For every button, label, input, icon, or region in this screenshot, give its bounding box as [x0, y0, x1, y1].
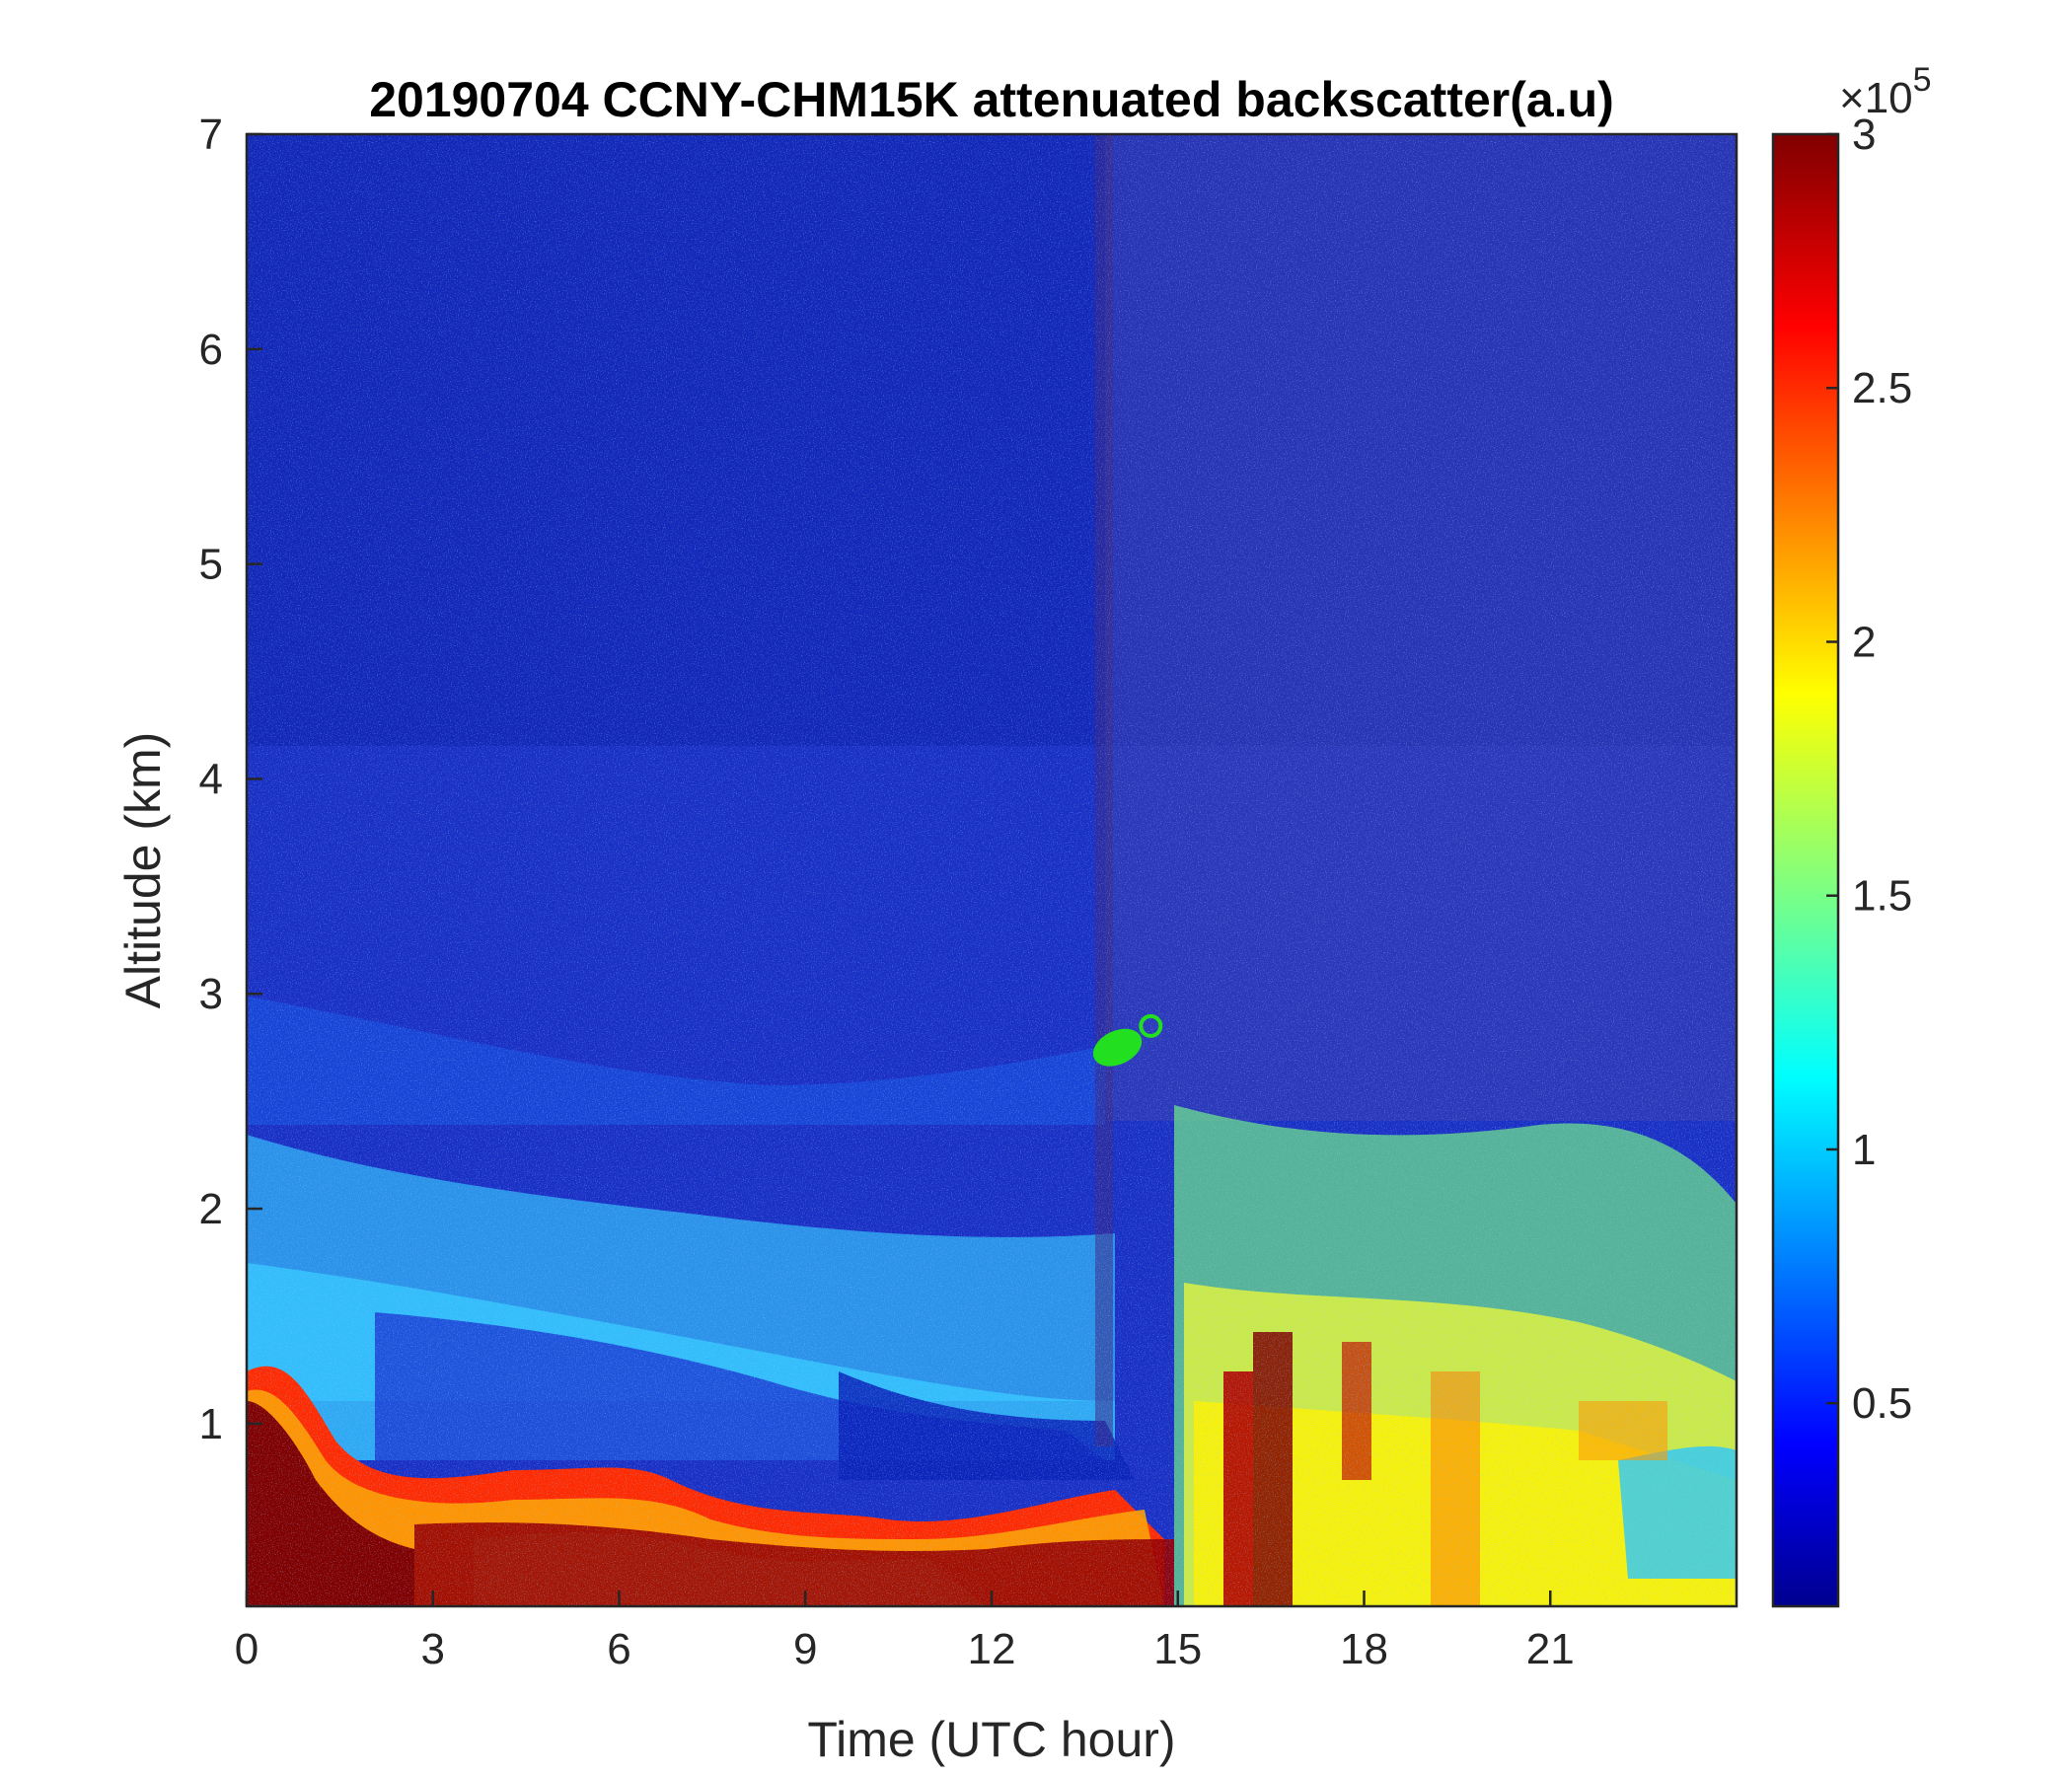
colorbar-tick-label-5: 3 [1852, 111, 1876, 159]
x-axis-label: Time (UTC hour) [807, 1712, 1175, 1767]
colorbar-multiplier-base: ×10 [1839, 74, 1913, 122]
y-axis: 1 2 3 4 5 6 7 [199, 111, 262, 1448]
x-tick-label-4: 12 [968, 1625, 1016, 1673]
y-tick-label-2: 3 [199, 970, 223, 1018]
x-axis: 0 3 6 9 12 15 18 21 [235, 1591, 1575, 1673]
chart-title: 20190704 CCNY-CHM15K attenuated backscat… [369, 72, 1614, 127]
y-tick-label-3: 4 [199, 755, 223, 803]
x-tick-label-7: 21 [1526, 1625, 1575, 1673]
marker-0 [1092, 1028, 1143, 1067]
colorbar-multiplier: ×105 [1839, 61, 1932, 122]
y-tick-label-1: 2 [199, 1185, 223, 1233]
colorbar-ticks: 0.5 1 1.5 2 2.5 3 [1826, 111, 1912, 1428]
colorbar-tick-label-4: 2.5 [1852, 364, 1912, 412]
colorbar-tick-label-3: 2 [1852, 618, 1876, 666]
x-tick-label-0: 0 [235, 1625, 259, 1673]
colorbar-frame [1771, 132, 1840, 1608]
x-tick-label-3: 9 [793, 1625, 817, 1673]
x-tick-label-6: 18 [1340, 1625, 1388, 1673]
y-tick-label-4: 5 [199, 541, 223, 589]
x-tick-label-5: 15 [1153, 1625, 1202, 1673]
marker-1 [1139, 1013, 1163, 1038]
colorbar [1773, 134, 1838, 1606]
y-axis-label: Altitude (km) [115, 732, 171, 1009]
heatmap-image [247, 134, 1737, 1606]
y-tick-label-0: 1 [199, 1400, 223, 1448]
colorbar-tick-label-1: 1 [1852, 1126, 1876, 1174]
colorbar-multiplier-exponent: 5 [1913, 61, 1932, 99]
y-tick-label-6: 7 [199, 111, 223, 159]
y-tick-label-5: 6 [199, 326, 223, 374]
x-tick-label-2: 6 [607, 1625, 630, 1673]
x-tick-label-1: 3 [421, 1625, 445, 1673]
colorbar-tick-label-0: 0.5 [1852, 1379, 1912, 1428]
colorbar-tick-label-2: 1.5 [1852, 872, 1912, 921]
